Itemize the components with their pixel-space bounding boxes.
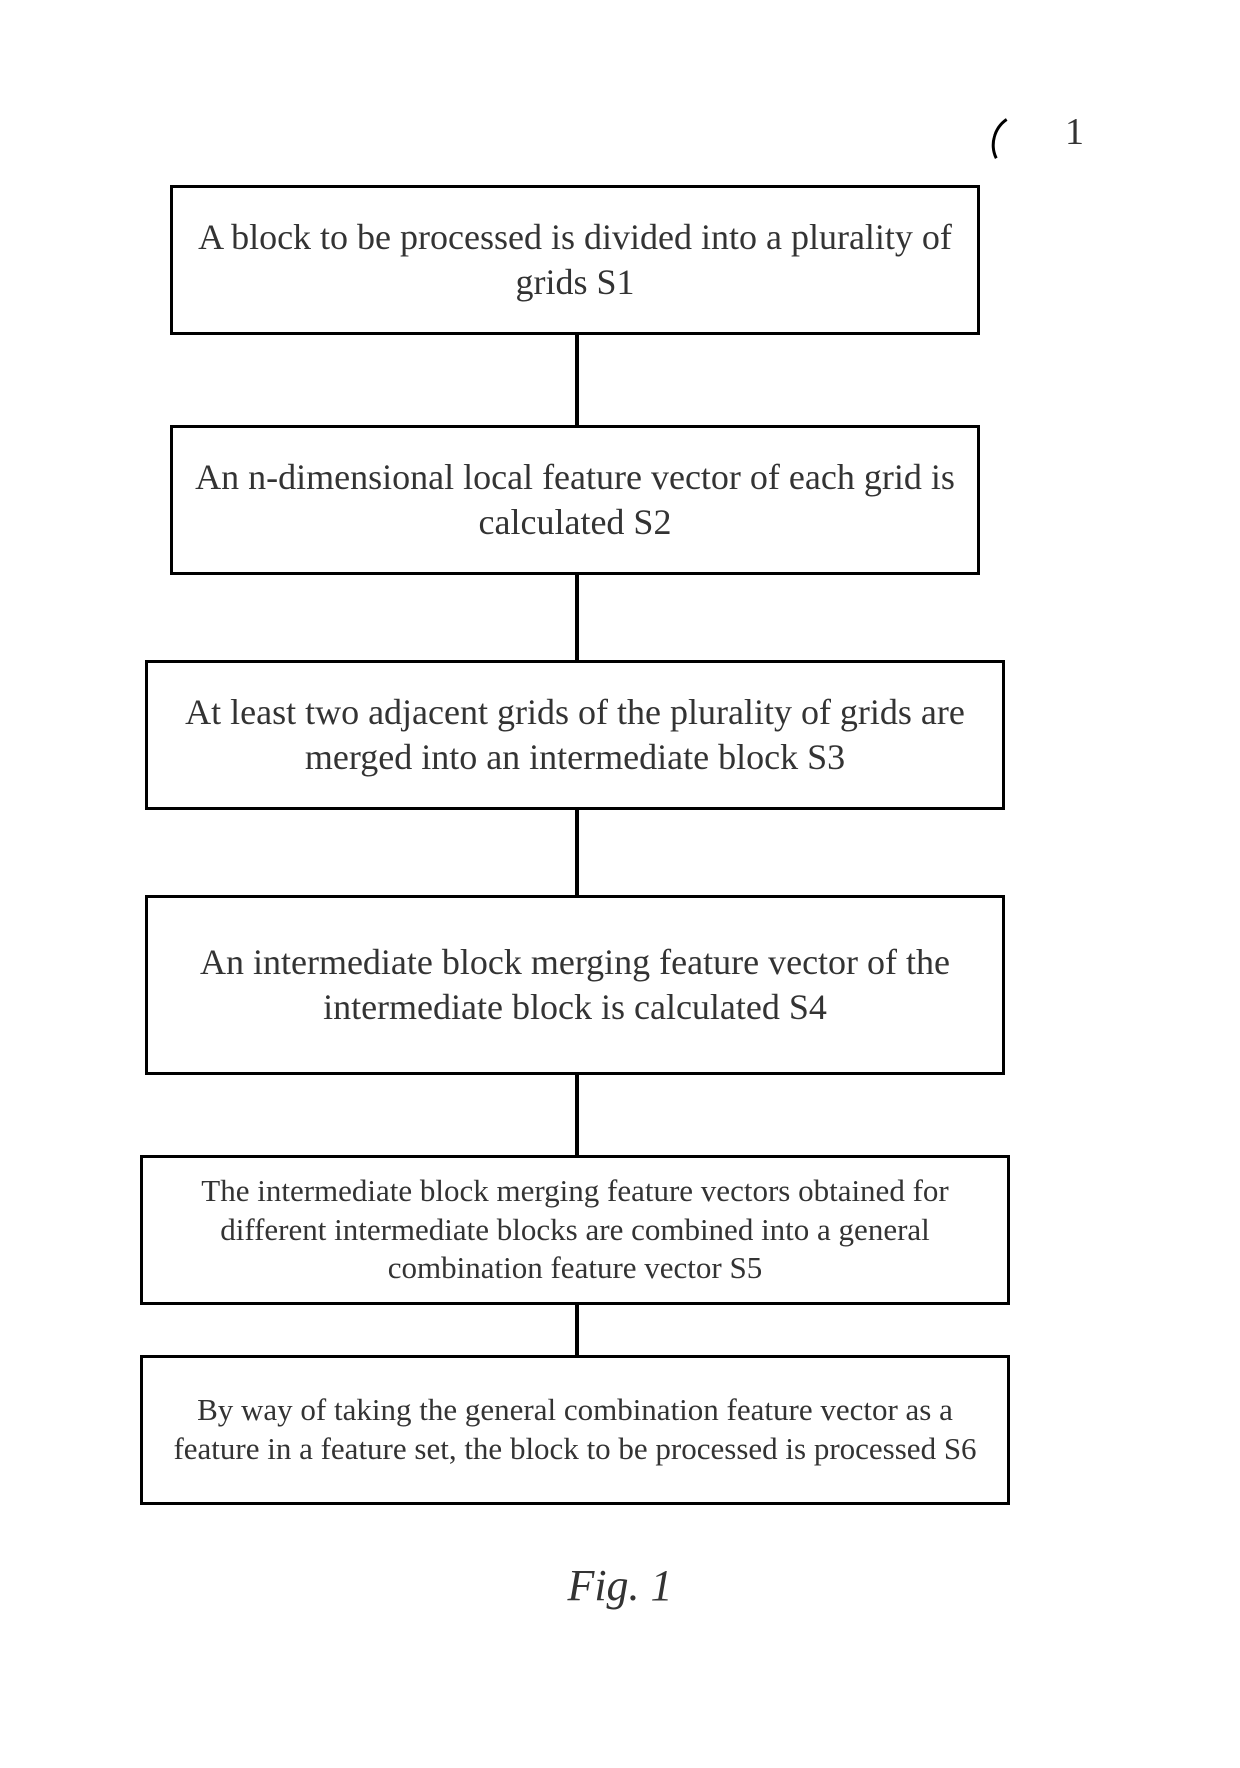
connector-s2-s3	[575, 575, 579, 660]
connector-s3-s4	[575, 810, 579, 895]
step-s1-box: A block to be processed is divided into …	[170, 185, 980, 335]
step-s6-box: By way of taking the general combination…	[140, 1355, 1010, 1505]
step-s2-box: An n-dimensional local feature vector of…	[170, 425, 980, 575]
reference-numeral: 1	[1065, 110, 1084, 154]
connector-s4-s5	[575, 1075, 579, 1155]
step-s2-text: An n-dimensional local feature vector of…	[193, 455, 957, 545]
step-s5-text: The intermediate block merging feature v…	[163, 1172, 987, 1288]
step-s6-text: By way of taking the general combination…	[163, 1391, 987, 1469]
step-s1-text: A block to be processed is divided into …	[193, 215, 957, 305]
flowchart-canvas: { "figure_label": "Fig. 1", "figure_labe…	[0, 0, 1240, 1768]
figure-label: Fig. 1	[0, 1560, 1240, 1611]
reference-lead-arc	[985, 109, 1048, 178]
connector-s1-s2	[575, 335, 579, 425]
step-s4-text: An intermediate block merging feature ve…	[168, 940, 982, 1030]
step-s3-box: At least two adjacent grids of the plura…	[145, 660, 1005, 810]
step-s3-text: At least two adjacent grids of the plura…	[168, 690, 982, 780]
step-s5-box: The intermediate block merging feature v…	[140, 1155, 1010, 1305]
connector-s5-s6	[575, 1305, 579, 1355]
step-s4-box: An intermediate block merging feature ve…	[145, 895, 1005, 1075]
